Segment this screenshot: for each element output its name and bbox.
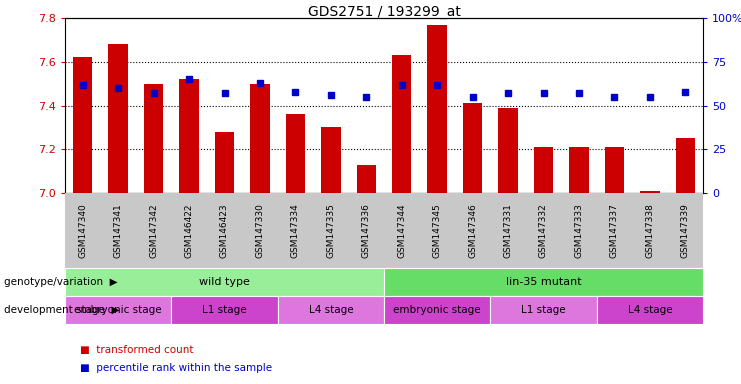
Text: L4 stage: L4 stage — [628, 305, 672, 315]
Bar — [250, 84, 270, 193]
Bar — [463, 103, 482, 193]
Bar — [321, 127, 341, 193]
Text: GSM147345: GSM147345 — [433, 203, 442, 258]
Bar — [356, 165, 376, 193]
Text: GSM147334: GSM147334 — [291, 203, 300, 258]
Bar — [569, 147, 588, 193]
Text: GSM147342: GSM147342 — [149, 203, 158, 258]
Text: development stage  ▶: development stage ▶ — [4, 305, 119, 315]
Bar — [392, 55, 411, 193]
Bar — [534, 147, 554, 193]
Bar — [73, 57, 93, 193]
Bar — [640, 191, 659, 193]
Bar — [144, 84, 163, 193]
Text: L1 stage: L1 stage — [202, 305, 247, 315]
Text: embryonic stage: embryonic stage — [393, 305, 481, 315]
Bar — [215, 132, 234, 193]
Text: GSM147337: GSM147337 — [610, 203, 619, 258]
Text: wild type: wild type — [199, 277, 250, 287]
Text: GSM146422: GSM146422 — [185, 203, 193, 258]
Text: GSM147333: GSM147333 — [574, 203, 583, 258]
Text: GSM147344: GSM147344 — [397, 203, 406, 258]
Bar — [605, 147, 624, 193]
Text: GSM147339: GSM147339 — [681, 203, 690, 258]
Text: GSM147341: GSM147341 — [113, 203, 123, 258]
Text: GDS2751 / 193299_at: GDS2751 / 193299_at — [308, 5, 460, 19]
Bar — [108, 44, 128, 193]
Text: GSM147340: GSM147340 — [79, 203, 87, 258]
Text: L4 stage: L4 stage — [308, 305, 353, 315]
Bar — [498, 108, 518, 193]
Text: GSM147336: GSM147336 — [362, 203, 370, 258]
Text: GSM147330: GSM147330 — [256, 203, 265, 258]
Bar — [179, 79, 199, 193]
Bar — [676, 138, 695, 193]
Text: lin-35 mutant: lin-35 mutant — [505, 277, 581, 287]
Bar — [285, 114, 305, 193]
Text: embryonic stage: embryonic stage — [74, 305, 162, 315]
Text: GSM147335: GSM147335 — [326, 203, 336, 258]
Text: GSM147338: GSM147338 — [645, 203, 654, 258]
Text: ■  percentile rank within the sample: ■ percentile rank within the sample — [80, 363, 272, 373]
Bar — [428, 25, 447, 193]
Text: GSM146423: GSM146423 — [220, 203, 229, 258]
Text: genotype/variation  ▶: genotype/variation ▶ — [4, 277, 117, 287]
Text: L1 stage: L1 stage — [521, 305, 566, 315]
Text: ■  transformed count: ■ transformed count — [80, 345, 193, 355]
Text: GSM147346: GSM147346 — [468, 203, 477, 258]
Text: GSM147331: GSM147331 — [504, 203, 513, 258]
Text: GSM147332: GSM147332 — [539, 203, 548, 258]
